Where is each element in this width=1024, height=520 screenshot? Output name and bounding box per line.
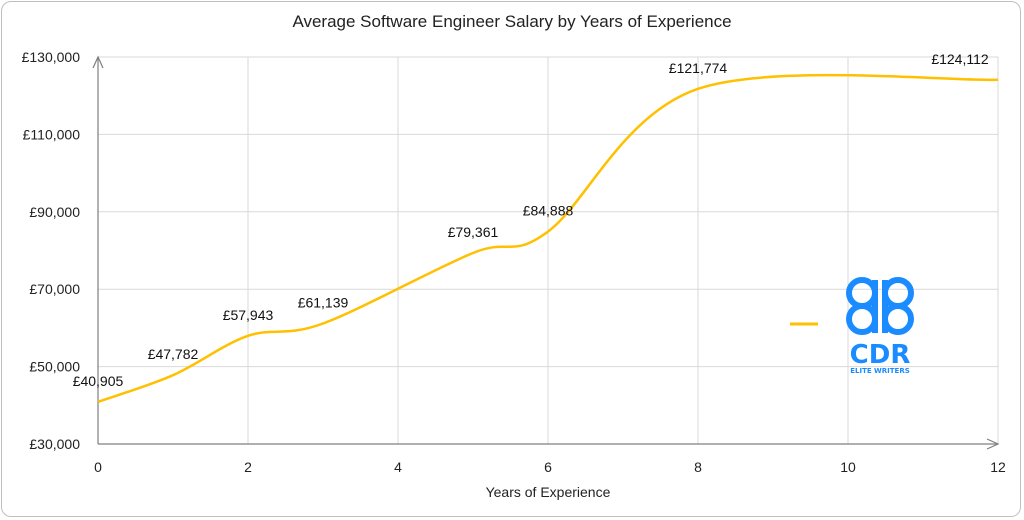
- x-axis-arrow: [986, 438, 1000, 450]
- x-tick-label: 4: [394, 459, 402, 475]
- y-axis-arrow: [92, 55, 104, 69]
- data-labels: £40,905 £47,782 £57,943 £61,139 £79,361 £84,8…: [73, 51, 989, 389]
- x-tick-label: 12: [990, 459, 1006, 475]
- x-tick-label: 10: [840, 459, 856, 475]
- x-axis-title: Years of Experience: [486, 484, 611, 500]
- data-label: £79,361: [448, 224, 499, 240]
- data-label: £40,905: [73, 373, 124, 389]
- y-tick-label: £50,000: [29, 359, 80, 375]
- y-tick-labels: £30,000 £50,000 £70,000 £90,000 £110,000 £130…: [22, 49, 81, 452]
- cdr-logo: CDR ELITE WRITERS: [846, 277, 914, 375]
- series-lines: [97, 73, 999, 403]
- x-tick-label: 6: [544, 459, 552, 475]
- data-label: £61,139: [298, 294, 349, 310]
- data-label: £57,943: [223, 307, 274, 323]
- chart-title: Average Software Engineer Salary by Year…: [292, 12, 732, 31]
- y-tick-label: £130,000: [22, 49, 81, 65]
- logo-mark-icon: [846, 277, 914, 335]
- logo-subtext: ELITE WRITERS: [850, 367, 910, 375]
- data-label: £124,112: [931, 51, 989, 67]
- y-tick-label: £90,000: [29, 204, 80, 220]
- data-label: £84,888: [523, 203, 574, 219]
- y-tick-label: £70,000: [29, 281, 80, 297]
- grid-lines: [97, 56, 999, 445]
- y-tick-label: £110,000: [23, 126, 81, 142]
- x-tick-label: 2: [244, 459, 252, 475]
- series-line: [97, 73, 999, 403]
- data-label: £121,774: [669, 60, 728, 76]
- x-tick-label: 8: [694, 459, 702, 475]
- x-tick-labels: 0 2 4 6 8 10 12: [94, 459, 1006, 475]
- x-tick-label: 0: [94, 459, 102, 475]
- data-label: £47,782: [148, 346, 199, 362]
- axes: [92, 55, 1000, 450]
- logo-text: CDR: [850, 340, 911, 370]
- y-tick-label: £30,000: [29, 436, 80, 452]
